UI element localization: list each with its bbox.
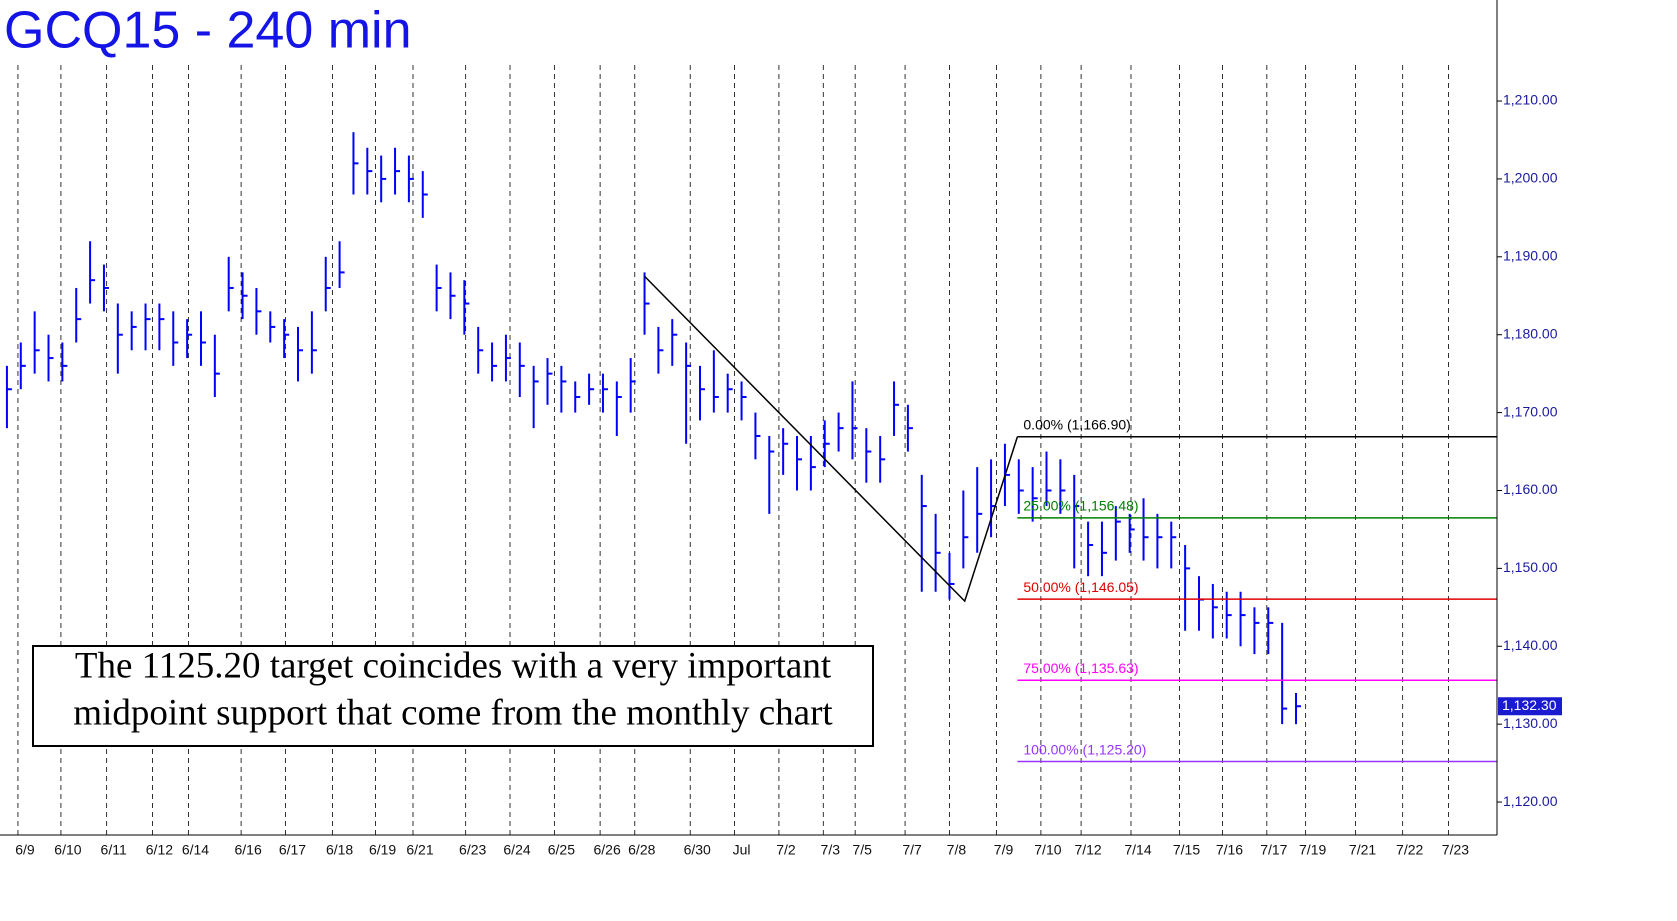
x-tick-label: 7/2 (776, 842, 796, 858)
x-tick-label: 7/14 (1124, 842, 1151, 858)
y-tick-label: 1,150.00 (1503, 559, 1558, 575)
annotation-line: The 1125.20 target coincides with a very… (75, 645, 832, 686)
y-tick-label: 1,190.00 (1503, 248, 1558, 264)
last-price-label: 1,132.30 (1502, 697, 1557, 713)
x-tick-label: 6/17 (279, 842, 306, 858)
x-tick-label: 6/24 (503, 842, 530, 858)
annotation-line: midpoint support that come from the mont… (73, 692, 833, 733)
x-tick-label: 7/10 (1034, 842, 1061, 858)
x-tick-label: 6/11 (101, 842, 127, 858)
x-tick-label: 7/19 (1299, 842, 1326, 858)
x-tick-label: 7/22 (1396, 842, 1423, 858)
chart-title: GCQ15 - 240 min (4, 2, 412, 60)
x-tick-label: 7/5 (852, 842, 872, 858)
y-tick-label: 1,120.00 (1503, 793, 1558, 809)
y-tick-label: 1,160.00 (1503, 481, 1558, 497)
x-tick-label: 7/21 (1349, 842, 1376, 858)
x-tick-label: 7/15 (1173, 842, 1200, 858)
y-tick-label: 1,180.00 (1503, 325, 1558, 341)
x-tick-label: 7/12 (1074, 842, 1101, 858)
swing-line (644, 275, 1019, 603)
x-tick-label: 6/19 (369, 842, 396, 858)
fib-label: 75.00% (1,135.63) (1023, 660, 1138, 676)
x-tick-label: 6/10 (54, 842, 81, 858)
x-tick-label: 7/16 (1216, 842, 1243, 858)
fib-label: 100.00% (1,125.20) (1023, 741, 1146, 757)
x-tick-label: 6/28 (628, 842, 655, 858)
annotation-box (32, 645, 874, 747)
x-tick-label: 7/8 (947, 842, 967, 858)
x-tick-label: 7/3 (821, 842, 841, 858)
x-tick-label: 7/7 (902, 842, 922, 858)
x-tick-label: 6/14 (182, 842, 209, 858)
x-tick-label: 6/26 (593, 842, 620, 858)
x-tick-label: 7/17 (1260, 842, 1287, 858)
y-tick-label: 1,170.00 (1503, 403, 1558, 419)
y-tick-label: 1,130.00 (1503, 715, 1558, 731)
x-tick-label: 6/21 (406, 842, 433, 858)
y-tick-label: 1,140.00 (1503, 637, 1558, 653)
fib-label: 50.00% (1,146.05) (1023, 579, 1138, 595)
fib-label: 25.00% (1,156.48) (1023, 498, 1138, 514)
x-tick-label: 7/9 (994, 842, 1014, 858)
x-tick-label: 6/12 (146, 842, 173, 858)
x-tick-label: 6/30 (684, 842, 711, 858)
x-tick-label: 6/16 (234, 842, 261, 858)
y-tick-label: 1,210.00 (1503, 92, 1558, 108)
x-tick-label: 7/23 (1442, 842, 1469, 858)
overlays: 0.00% (1,166.90) 25.00% (1,156.48) 50.00% … (644, 275, 1497, 763)
x-tick-label: 6/25 (548, 842, 575, 858)
x-tick-label: 6/18 (326, 842, 353, 858)
x-tick-label: 6/23 (459, 842, 486, 858)
fib-label: 0.00% (1,166.90) (1023, 416, 1130, 432)
x-tick-label: Jul (733, 842, 751, 858)
y-tick-label: 1,200.00 (1503, 170, 1558, 186)
x-tick-label: 6/9 (15, 842, 35, 858)
last-price-box (1498, 697, 1562, 716)
